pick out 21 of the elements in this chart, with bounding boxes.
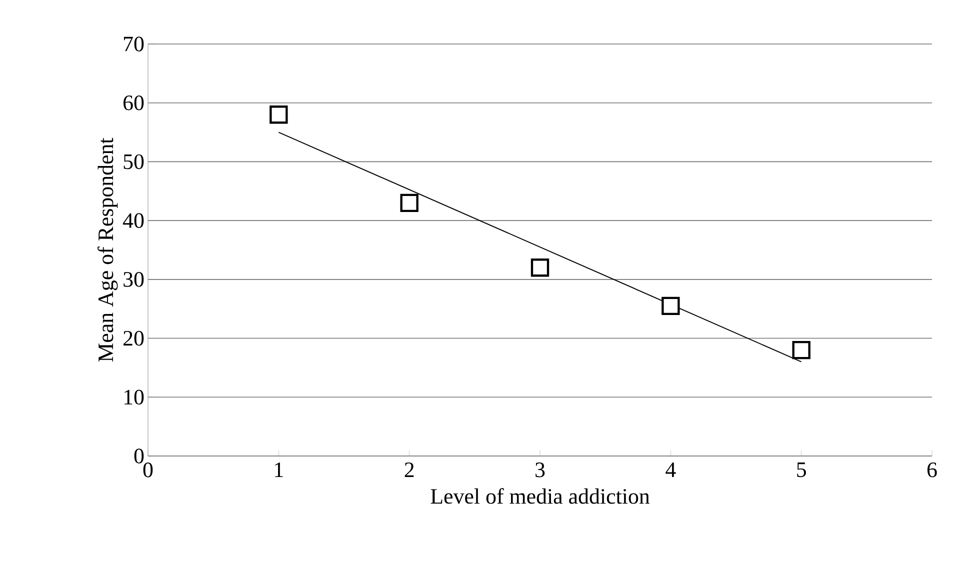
point bbox=[270, 106, 288, 124]
x-tick-label: 2 bbox=[404, 462, 414, 478]
point bbox=[400, 194, 418, 212]
x-tick-label: 3 bbox=[536, 462, 545, 478]
y-tick-label: 30 bbox=[124, 272, 144, 287]
x-tick-label: 5 bbox=[797, 462, 806, 478]
point bbox=[530, 258, 550, 277]
y-tick-label: 70 bbox=[124, 36, 144, 52]
y-tick-label: 60 bbox=[124, 95, 144, 110]
y-tick-label: 50 bbox=[124, 154, 144, 170]
point bbox=[662, 296, 680, 316]
x-tick-label: 4 bbox=[666, 462, 676, 477]
point bbox=[792, 340, 810, 360]
y-tick-label: 20 bbox=[124, 330, 144, 346]
x-axis-title: Level of media addiction bbox=[430, 488, 650, 504]
y-tick-label: 10 bbox=[124, 390, 144, 405]
x-tick-label: 1 bbox=[275, 462, 283, 477]
y-tick-label: 0 bbox=[134, 448, 144, 464]
x-tick-label: 6 bbox=[927, 462, 937, 478]
y-axis-title: Mean Age of Respondent bbox=[98, 138, 118, 362]
y-tick-label: 40 bbox=[122, 213, 144, 228]
